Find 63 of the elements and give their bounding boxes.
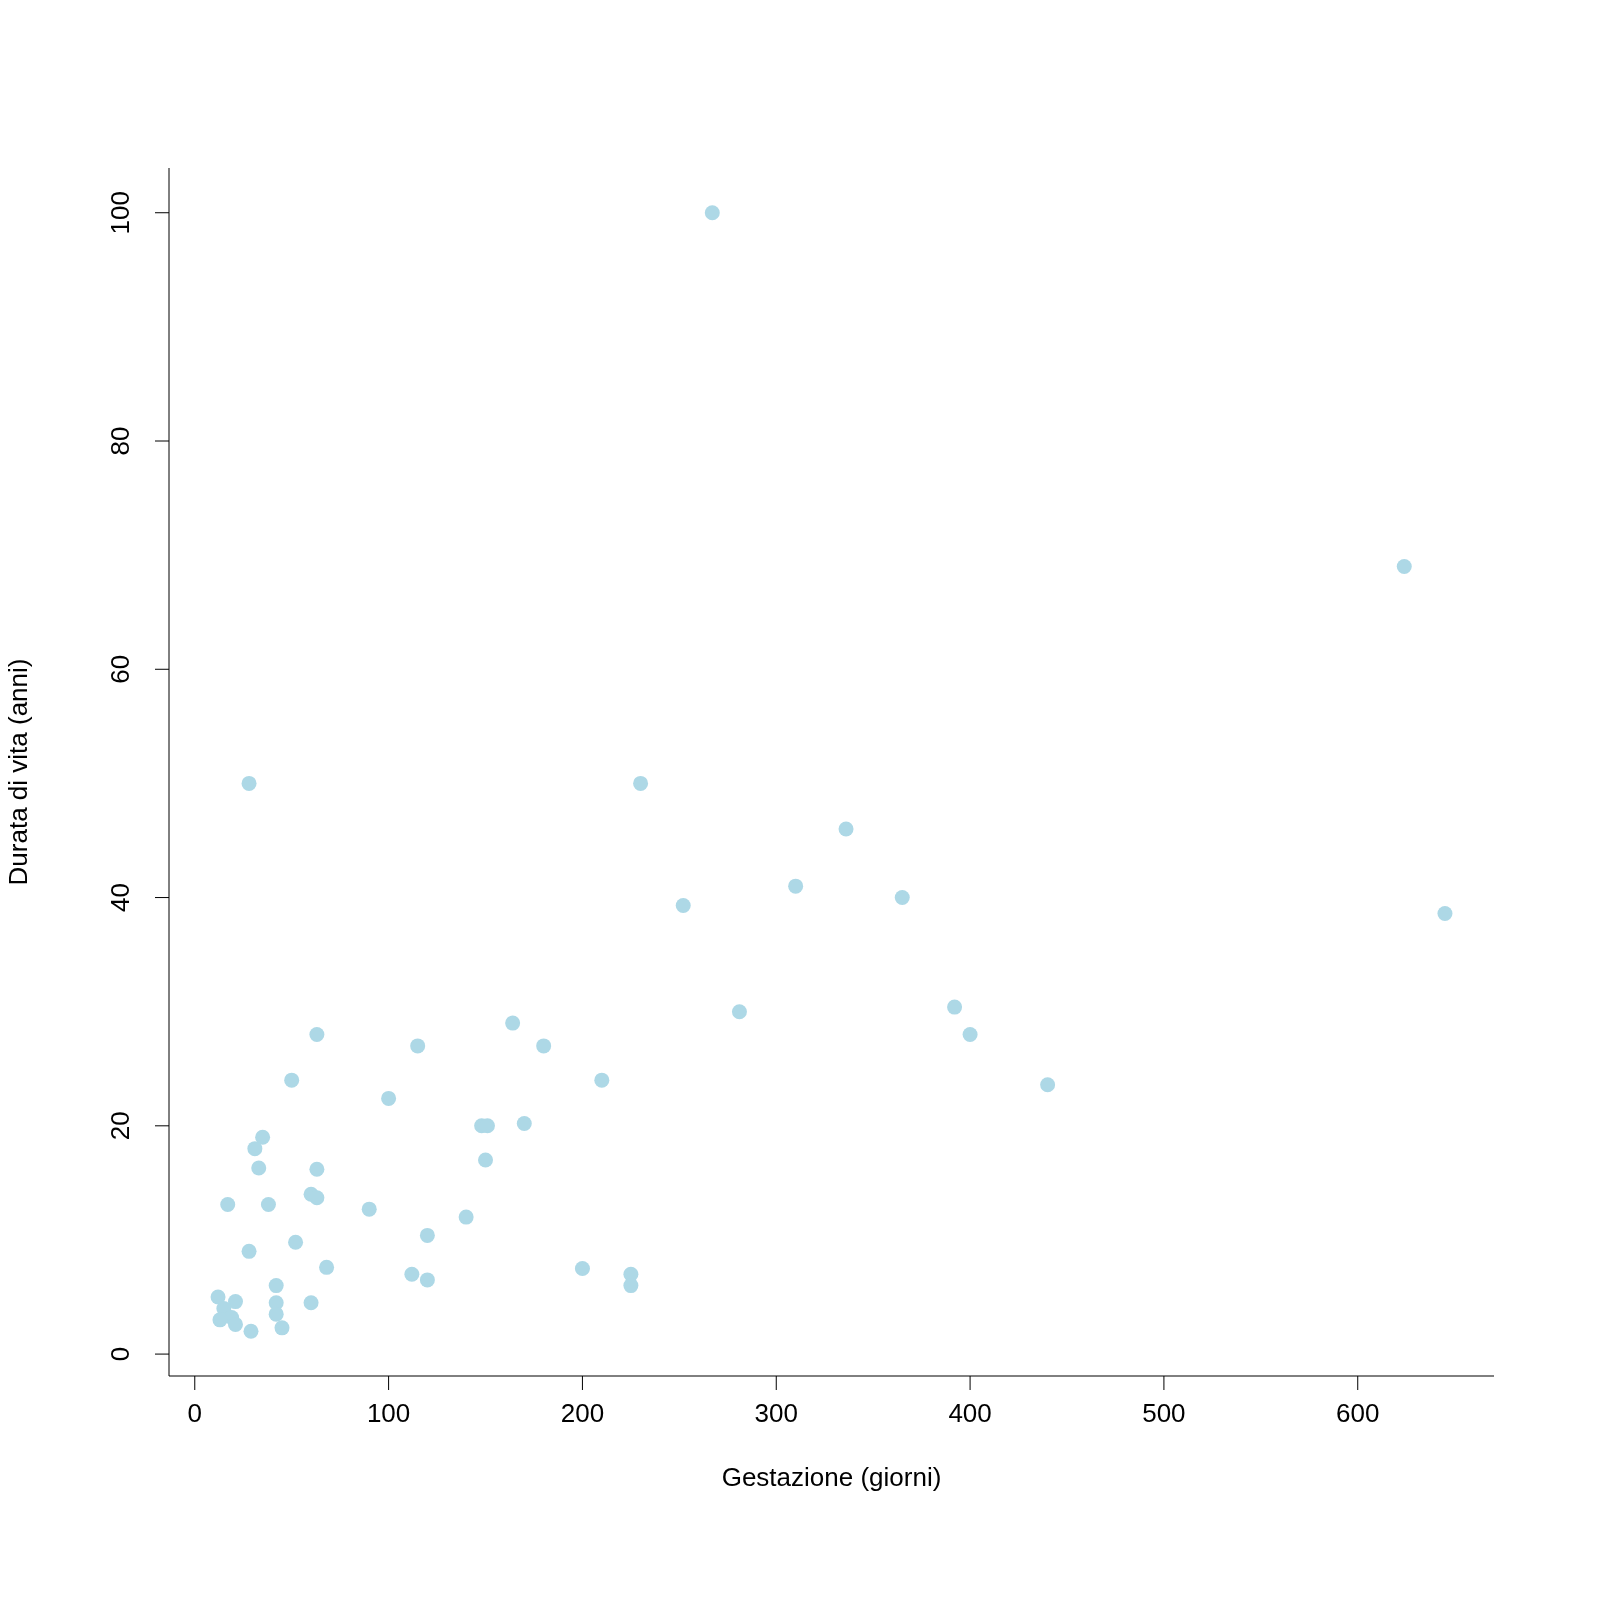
point [268,1306,284,1322]
point [210,1289,226,1305]
point [241,1243,257,1259]
y-tick-label: 0 [105,1346,135,1362]
x-tick-label: 200 [560,1398,605,1429]
point [1040,1077,1056,1093]
point [505,1015,521,1031]
point [361,1201,377,1217]
point [319,1259,335,1275]
point [704,205,720,221]
point [410,1038,426,1054]
x-tick-label: 400 [948,1398,992,1429]
x-tick-label: 500 [1142,1398,1186,1429]
point [227,1316,243,1332]
point [788,878,804,894]
x-axis-title: Gestazione (giorni) [721,1462,942,1492]
point [381,1090,397,1106]
point [309,1190,325,1206]
point [574,1260,590,1276]
point [284,1072,300,1088]
point [536,1038,552,1054]
point [419,1272,435,1288]
point [212,1312,228,1328]
point [241,775,257,791]
point [404,1266,420,1282]
y-tick-label: 20 [105,1111,135,1141]
point [478,1152,494,1168]
point [274,1320,290,1336]
point [288,1234,304,1250]
point [260,1197,276,1213]
point [894,890,910,906]
point [247,1141,263,1157]
x-tick-label: 100 [366,1398,411,1429]
point [675,898,691,914]
point [623,1278,639,1294]
point [220,1197,236,1213]
point [962,1027,978,1043]
point [594,1072,610,1088]
point [731,1004,747,1020]
point [303,1295,319,1311]
y-tick-label: 80 [105,426,135,456]
point [309,1161,325,1177]
point [227,1294,243,1310]
point [1437,906,1453,922]
point [243,1323,259,1339]
x-tick-label: 600 [1336,1398,1380,1429]
point [516,1116,532,1132]
point [838,821,854,837]
y-axis-title: Durata di vita (anni) [3,658,34,886]
y-tick-label: 40 [105,883,135,913]
point [1396,559,1412,575]
y-tick-label: 60 [105,654,135,684]
point [419,1227,435,1243]
point [251,1160,267,1176]
point [268,1278,284,1294]
point [458,1209,474,1225]
point [947,999,963,1015]
x-tick-label: 0 [187,1398,203,1429]
point [633,775,649,791]
x-tick-label: 300 [754,1398,798,1429]
point [309,1027,325,1043]
point [255,1129,271,1145]
y-tick-label: 100 [105,191,135,235]
